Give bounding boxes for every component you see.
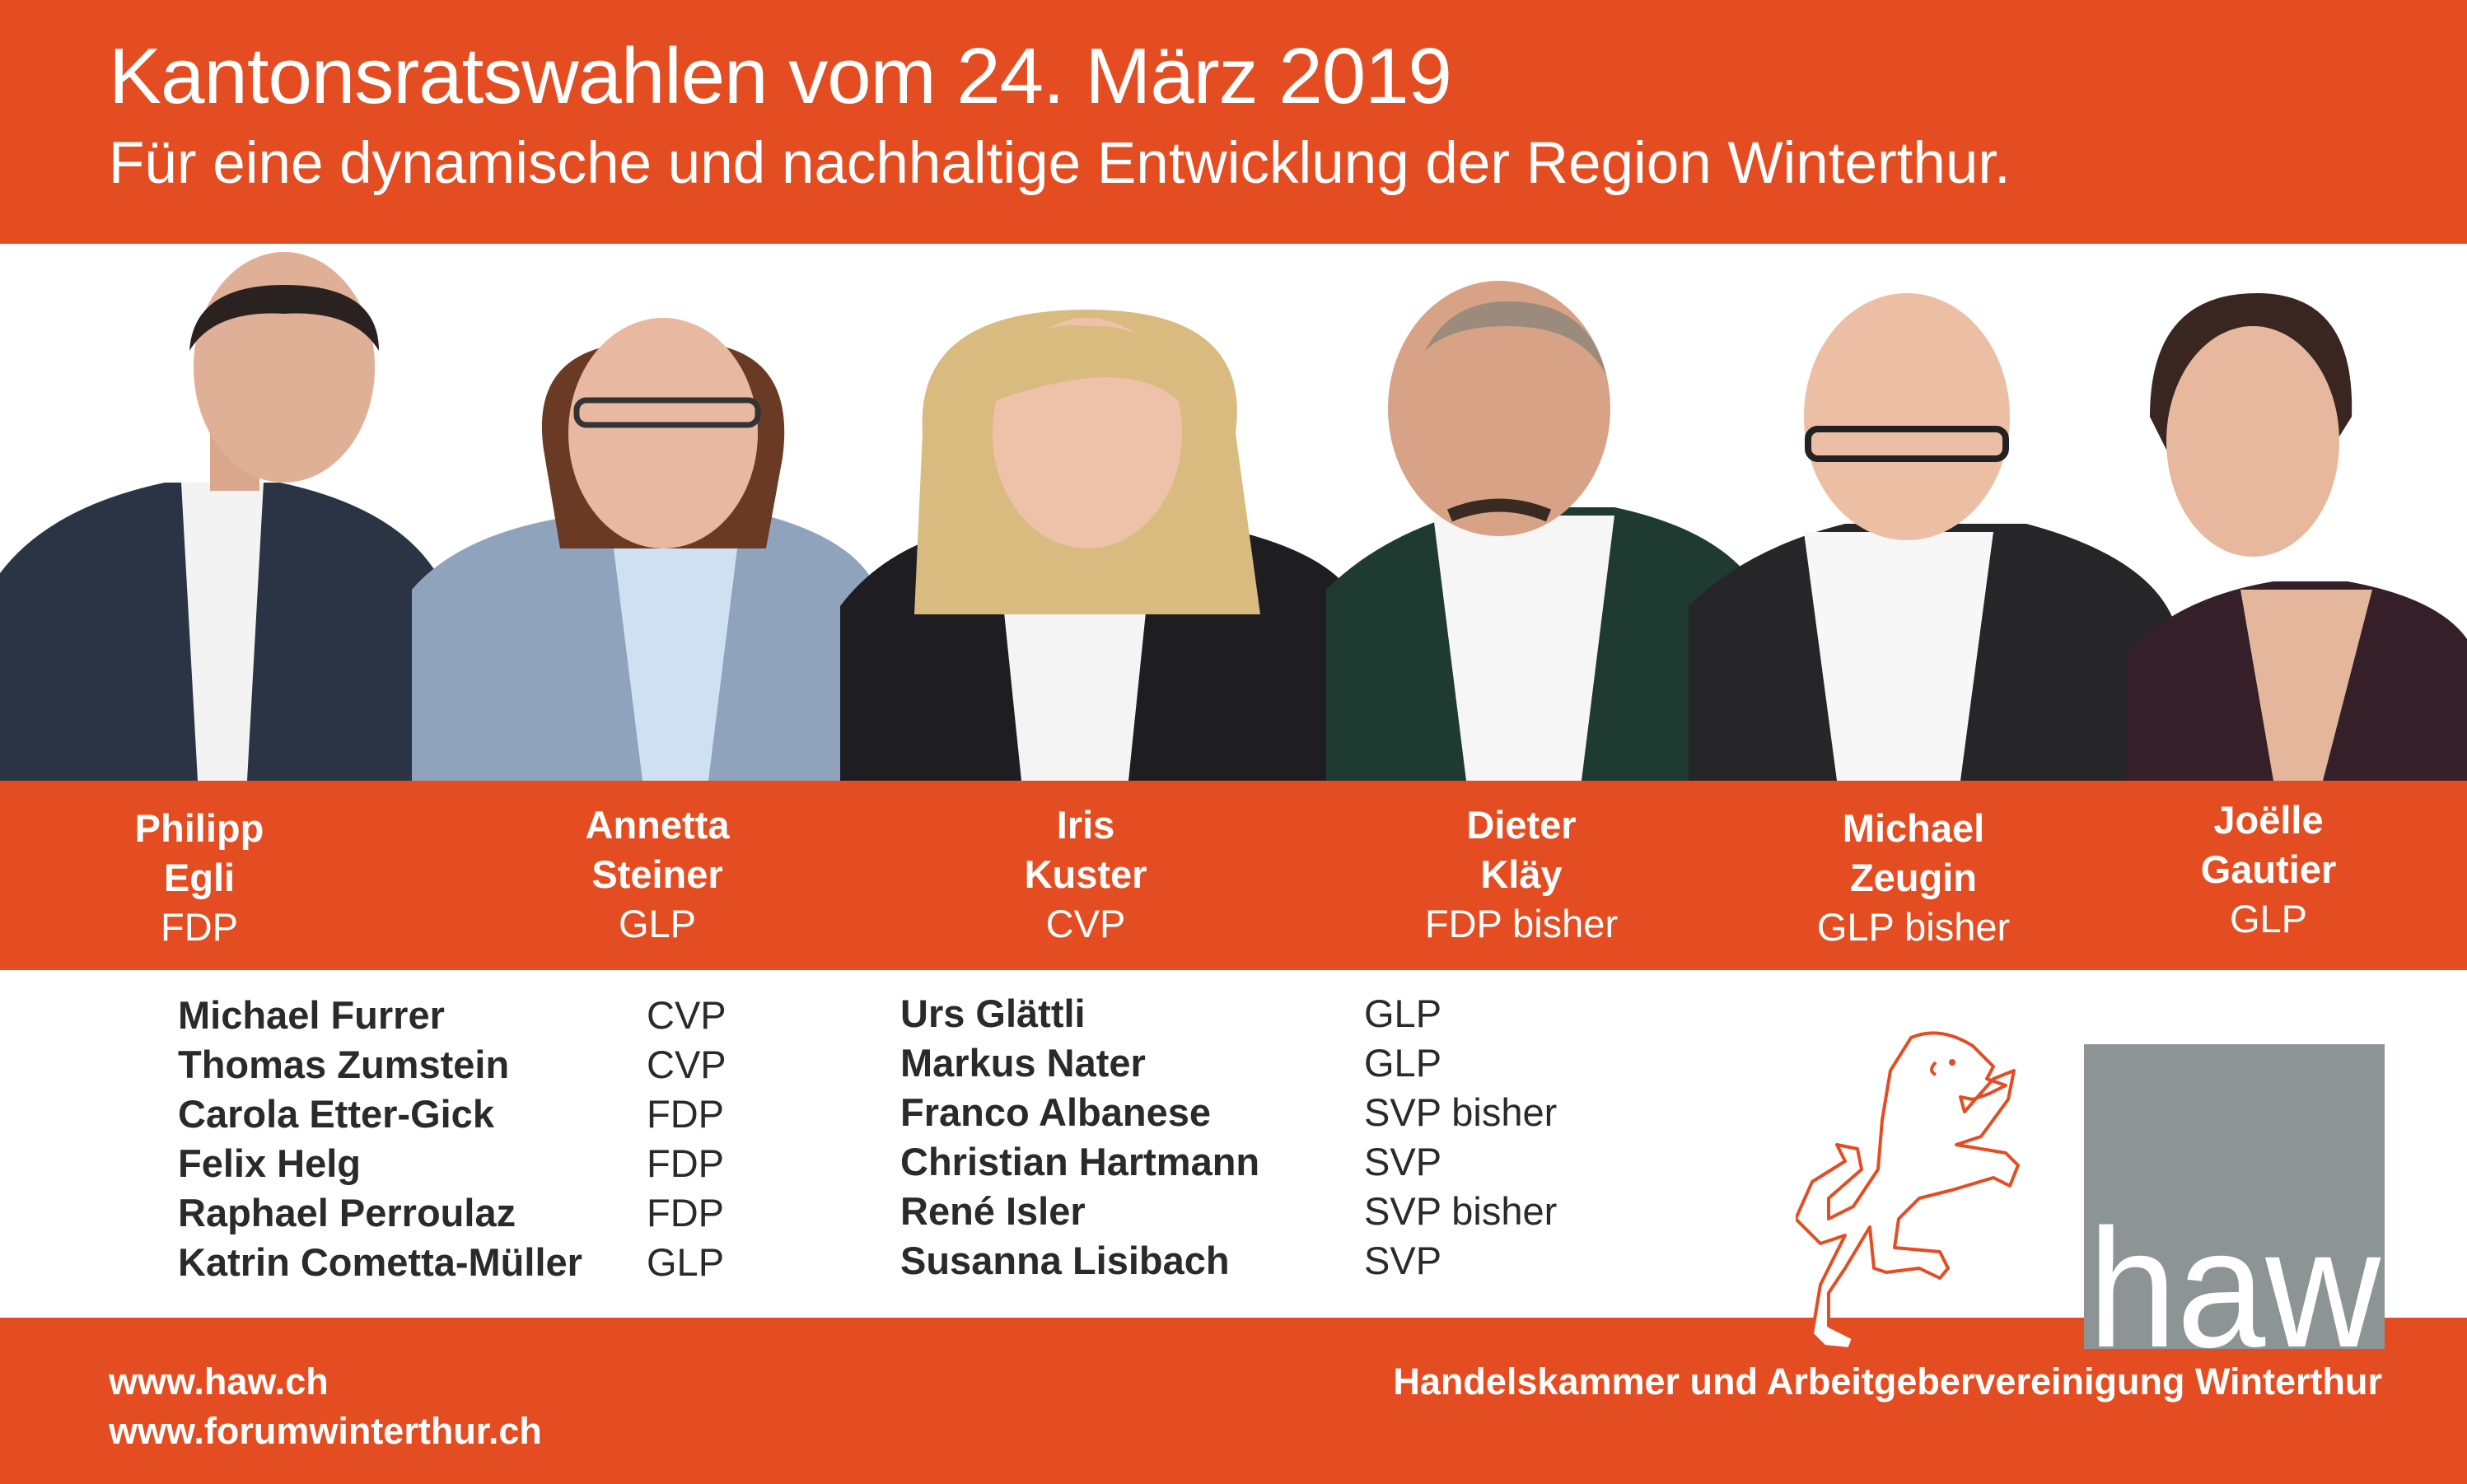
candidate-first-name: Joëlle — [2213, 798, 2324, 842]
candidate-last-name: Steiner — [591, 852, 723, 896]
footer-banner: www.haw.ch www.forumwinterthur.ch Handel… — [0, 1318, 2467, 1484]
list-name: Christian Hartmann — [900, 1140, 1260, 1183]
candidate-last-name: Egli — [163, 856, 236, 899]
candidate-party: FDP — [161, 905, 238, 949]
candidate-card: Joëlle Gautier GLP — [2096, 796, 2441, 944]
candidate-photo-6 — [2125, 293, 2467, 781]
list-name: Susanna Lisibach — [900, 1239, 1230, 1282]
candidate-party: GLP — [618, 902, 697, 945]
candidate-last-name: Kuster — [1024, 852, 1147, 896]
list-name: Thomas Zumstein — [178, 1043, 510, 1086]
haw-website-link[interactable]: www.haw.ch — [109, 1360, 329, 1402]
candidate-last-name: Gautier — [2200, 847, 2337, 891]
candidate-card: Annetta Steiner GLP — [484, 800, 830, 949]
organization-name: Handelskammer und Arbeitgebervereinigung… — [1393, 1360, 2382, 1402]
list-name: Carola Etter-Gick — [178, 1092, 494, 1136]
list-party: FDP — [647, 1141, 724, 1185]
list-party: FDP — [647, 1092, 724, 1136]
list-name: Felix Helg — [178, 1141, 362, 1185]
candidate-photo-3 — [840, 310, 1359, 781]
list-party: FDP — [647, 1191, 724, 1234]
candidate-photo-2 — [412, 318, 877, 781]
candidate-photos — [0, 252, 2467, 781]
candidate-names-band: Philipp Egli FDP Annetta Steiner GLP Iri… — [0, 781, 2467, 970]
candidate-card: Iris Kuster CVP — [913, 800, 1259, 949]
candidate-photo-5 — [1689, 293, 2175, 781]
list-name: Raphael Perroulaz — [178, 1191, 516, 1234]
header-banner: Kantonsratswahlen vom 24. März 2019 Für … — [0, 0, 2467, 244]
candidate-last-name: Zeugin — [1849, 856, 1978, 899]
list-party: SVP bisher — [1364, 1189, 1558, 1233]
list-name: Katrin Cometta-Müller — [178, 1240, 582, 1284]
candidate-card: Michael Zeugin GLP bisher — [1740, 804, 2086, 952]
list-party: SVP — [1364, 1140, 1442, 1183]
list-party: CVP — [647, 993, 727, 1037]
candidate-first-name: Iris — [1056, 803, 1115, 847]
list-name: Urs Glättli — [900, 992, 1086, 1035]
lion-icon — [1796, 1031, 2020, 1351]
list-name: René Isler — [900, 1189, 1086, 1233]
logo-text: haw — [2088, 1194, 2381, 1367]
page-title: Kantonsratswahlen vom 24. März 2019 — [109, 32, 1452, 120]
candidate-card: Dieter Kläy FDP bisher — [1348, 800, 1694, 949]
page-subtitle: Für eine dynamische und nachhaltige Entw… — [109, 131, 2011, 196]
candidate-photo-4 — [1326, 281, 1763, 781]
list-party: CVP — [647, 1043, 727, 1086]
list-name: Markus Nater — [900, 1041, 1146, 1085]
list-party: GLP — [1364, 1041, 1442, 1085]
list-party: SVP — [1364, 1239, 1442, 1282]
list-name: Michael Furrer — [178, 993, 445, 1037]
forumwinterthur-website-link[interactable]: www.forumwinterthur.ch — [109, 1410, 542, 1452]
haw-logo: haw — [1796, 1031, 2385, 1367]
list-name: Franco Albanese — [900, 1090, 1211, 1134]
candidate-last-name: Kläy — [1480, 852, 1563, 896]
candidate-first-name: Michael — [1842, 806, 1985, 850]
logo-grey-box — [2084, 1044, 2385, 1349]
candidate-party: CVP — [1045, 902, 1126, 945]
candidate-first-name: Annetta — [585, 803, 730, 847]
list-party: GLP — [647, 1240, 725, 1284]
candidate-first-name: Dieter — [1466, 803, 1577, 847]
list-party: SVP bisher — [1364, 1090, 1558, 1134]
candidate-first-name: Philipp — [134, 806, 264, 850]
candidate-party: FDP bisher — [1424, 902, 1619, 945]
candidate-card: Philipp Egli FDP — [26, 804, 372, 952]
candidate-party: GLP — [2229, 897, 2308, 940]
candidate-photo-1 — [0, 252, 437, 781]
candidate-party: GLP bisher — [1816, 905, 2011, 949]
list-party: GLP — [1364, 992, 1442, 1035]
